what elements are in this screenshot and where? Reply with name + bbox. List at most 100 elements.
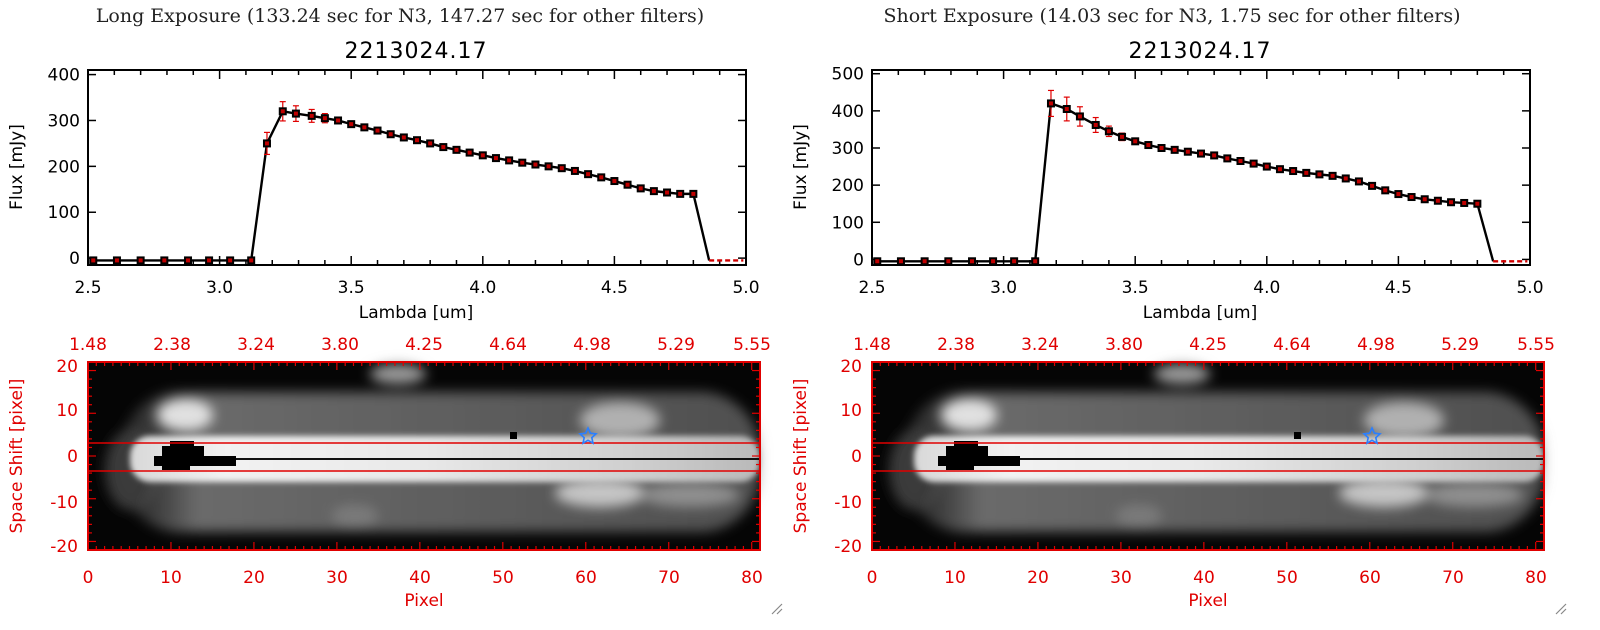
top-tick-label: 4.64 [1273, 335, 1311, 355]
data-point-core [280, 109, 285, 114]
resize-grip-icon[interactable] [771, 603, 783, 615]
y-tick-label: 100 [832, 213, 864, 233]
top-tick-label: 5.29 [657, 335, 695, 355]
data-point-core [1317, 172, 1322, 177]
data-point-core [207, 258, 212, 263]
spectral-image-plot: 1.48 2.38 3.24 3.80 4.25 4.64 4.98 5.29 … [7, 335, 771, 611]
data-point-core [467, 150, 472, 155]
x-tick-label: 4.5 [601, 278, 628, 298]
data-point-core [415, 138, 419, 143]
data-point-core [493, 156, 498, 161]
spectrum-marks [873, 89, 1528, 266]
image-ticks [871, 361, 1545, 551]
spectrum-marks [89, 101, 744, 265]
x-tick-label: 20 [1027, 568, 1049, 588]
y-tick-label: 400 [832, 102, 864, 122]
x-tick-label: 40 [1193, 568, 1215, 588]
x-axis-label: Lambda [um] [359, 303, 473, 323]
top-tick-label: 3.24 [237, 335, 275, 355]
y-tick-labels: 0 100 200 300 400 [48, 66, 747, 269]
data-point-core [1077, 114, 1082, 119]
data-point-core [1033, 259, 1038, 264]
saturated-region [154, 441, 236, 470]
y-tick-label: 400 [48, 66, 80, 86]
data-point-core [1251, 161, 1256, 166]
y-tick-label: 100 [48, 203, 80, 223]
data-point-core [454, 147, 459, 152]
top-tick-label: 5.29 [1441, 335, 1479, 355]
data-point-core [946, 259, 951, 264]
data-point-core [362, 125, 367, 130]
data-point-core [1356, 179, 1361, 184]
bad-pixel [1294, 432, 1301, 439]
spectrum-title: 2213024.17 [1129, 39, 1272, 64]
x-tick-label: 50 [1276, 568, 1298, 588]
data-point-core [336, 118, 341, 123]
y-tick-label: 20 [56, 357, 78, 377]
data-point-core [91, 258, 96, 263]
panel-heading: Short Exposure (14.03 sec for N3, 1.75 s… [883, 5, 1460, 27]
data-point-core [1422, 197, 1427, 202]
top-wavelength-labels: 1.48 2.38 3.24 3.80 4.25 4.64 4.98 5.29 … [853, 335, 1555, 355]
x-tick-label: 3.5 [338, 278, 365, 298]
x-tick-label: 5.0 [732, 278, 759, 298]
x-tick-label: 5.0 [1516, 278, 1543, 298]
data-point-core [599, 175, 604, 180]
data-point-core [322, 116, 327, 121]
pixel-tick-labels: 0 10 20 30 40 50 60 70 80 [83, 568, 763, 588]
data-point-core [638, 186, 643, 191]
top-tick-label: 2.38 [937, 335, 975, 355]
x-tick-label: 2.5 [74, 278, 101, 298]
x-tick-label: 80 [1525, 568, 1547, 588]
data-point-core [625, 182, 630, 187]
x-tick-label: 70 [658, 568, 680, 588]
data-point-core [665, 190, 670, 195]
resize-grip-icon[interactable] [1555, 603, 1567, 615]
star-marker-icon [1362, 426, 1382, 445]
y-tick-label: 300 [832, 139, 864, 159]
y-tick-label: -20 [50, 537, 78, 557]
data-point-core [678, 191, 683, 196]
data-point-core [572, 168, 577, 173]
data-point-core [1012, 259, 1017, 264]
data-point-core [520, 160, 525, 165]
y-tick-label: -10 [834, 493, 862, 513]
data-point-core [1048, 101, 1053, 106]
x-tick-label: 0 [83, 568, 94, 588]
top-tick-label: 2.38 [153, 335, 191, 355]
plot-frame [871, 69, 1531, 266]
y-tick-label: -20 [834, 537, 862, 557]
x-tick-label: 3.5 [1122, 278, 1149, 298]
data-point-core [1435, 198, 1440, 203]
top-tick-label: 4.98 [1357, 335, 1395, 355]
pixel-tick-labels: 0 10 20 30 40 50 60 70 80 [867, 568, 1547, 588]
y-tick-label: 20 [840, 357, 862, 377]
data-point-core [651, 189, 656, 194]
data-point-core [349, 122, 354, 127]
spectrum-plot: 2.5 3.0 3.5 4.0 4.5 5.0 Lambda [um] Flux… [791, 65, 1544, 323]
x-tick-label: 80 [741, 568, 763, 588]
y-tick-label: 0 [69, 249, 80, 269]
x-tick-labels: 2.5 3.0 3.5 4.0 4.5 5.0 [74, 278, 759, 298]
data-point-core [1409, 195, 1414, 200]
spectrum-title: 2213024.17 [345, 39, 488, 64]
panel-heading: Long Exposure (133.24 sec for N3, 147.27… [96, 5, 704, 27]
data-point-core [293, 111, 298, 116]
top-tick-label: 5.55 [733, 335, 771, 355]
y-axis-label: Space Shift [pixel] [7, 379, 27, 534]
data-point-core [1120, 134, 1125, 139]
data-point-core [991, 259, 996, 264]
top-tick-label: 3.24 [1021, 335, 1059, 355]
top-tick-label: 3.80 [321, 335, 359, 355]
saturated-region [938, 441, 1020, 470]
bad-pixel [510, 432, 517, 439]
x-tick-label: 4.5 [1385, 278, 1412, 298]
data-point-core [586, 172, 591, 177]
data-point-core [309, 113, 314, 118]
y-tick-label: 200 [832, 176, 864, 196]
data-point-core [559, 166, 564, 171]
data-point-core [1343, 176, 1348, 181]
y-tick-label: 0 [851, 447, 862, 467]
top-tick-label: 4.64 [489, 335, 527, 355]
data-point-core [228, 258, 233, 263]
